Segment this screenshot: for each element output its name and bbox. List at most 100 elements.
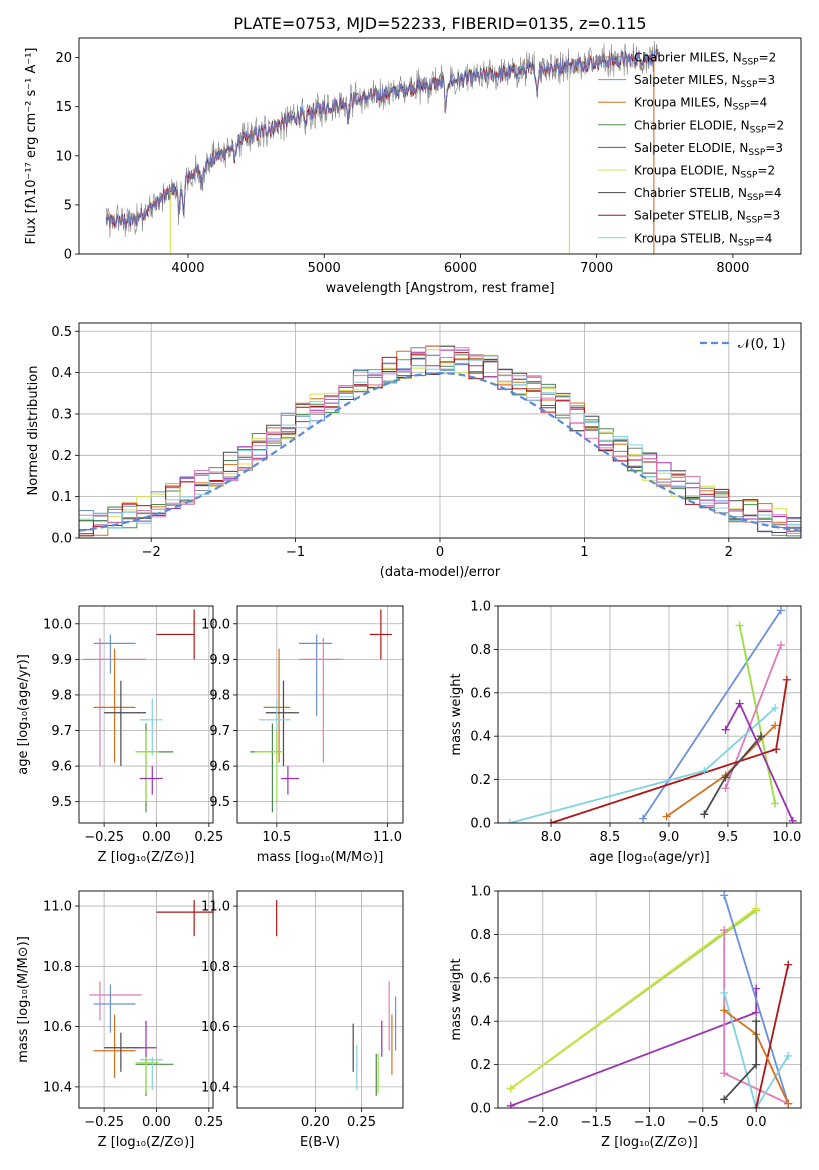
x-tick-label-1: 0.00 [142, 830, 171, 845]
point-marker-4-0 [720, 891, 729, 900]
weight_vs_age-series [505, 606, 797, 823]
y-tick-label-5: 0.5 [51, 325, 72, 340]
x-axis-label: age [log₁₀(age/yr)] [589, 850, 710, 865]
histogram-series [79, 345, 801, 537]
age_vs_Z-frame [78, 605, 214, 824]
series-line-3 [510, 988, 758, 1107]
legend-label-3: Chabrier ELODIE, NSSP=2 [634, 118, 784, 135]
y-tick-label-4: 0.8 [470, 928, 491, 943]
legend-label-normal: 𝒩(0, 1) [738, 337, 785, 352]
y-tick-label-3: 9.8 [51, 688, 72, 703]
x-tick-label-1: 0.25 [347, 1115, 376, 1130]
y-tick-label-1: 5 [64, 198, 72, 213]
x-tick-label-0: −0.25 [84, 1115, 124, 1130]
y-tick-label-0: 0.0 [51, 532, 72, 547]
y-tick-label-3: 0.6 [470, 971, 491, 986]
point-marker-9-1 [752, 1060, 761, 1069]
x-tick-label-1: −1.5 [580, 1115, 612, 1130]
point-marker-2-1 [771, 799, 780, 808]
mass_vs_EBV-frame [236, 890, 404, 1109]
series-line-2 [738, 625, 776, 804]
y-tick-label-4: 9.9 [51, 653, 72, 668]
age_vs_mass-frame [236, 605, 404, 824]
x-tick-label-0: −0.25 [84, 830, 124, 845]
age_vs_mass-axes: 10.5 11.0 9.5 9.6 9.7 9.8 9.9 10.0 mass [log₁₀(M… [201, 606, 403, 865]
point-marker-0-0 [639, 814, 648, 823]
mass_vs_EBV-points [276, 900, 397, 1096]
legend-label-6: Chabrier STELIB, NSSP=4 [634, 186, 782, 203]
point-marker-8-0 [720, 1006, 729, 1015]
y-tick-label-2: 9.7 [51, 724, 72, 739]
y-tick-label-5: 10.0 [201, 617, 230, 632]
y-axis-label: mass weight [449, 673, 464, 755]
x-tick-label-2: 0.25 [194, 1115, 223, 1130]
y-tick-label-3: 15 [55, 100, 72, 115]
legend-label-5: Kroupa ELODIE, NSSP=2 [634, 164, 775, 181]
x-tick-label-4: 2 [725, 545, 733, 560]
point-marker-7-1 [721, 773, 730, 782]
x-tick-label-0: 4000 [171, 261, 204, 276]
point-marker-4-1 [772, 745, 781, 754]
spectrum-series [105, 40, 659, 254]
y-axis-label: age [log₁₀(age/yr)] [16, 654, 31, 775]
x-tick-label-0: 10.5 [262, 830, 291, 845]
y-axis-label: Normed distribution [26, 366, 41, 496]
x-tick-label-1: 5000 [308, 261, 341, 276]
y-tick-label-0: 10.4 [43, 1080, 72, 1095]
y-tick-label-1: 10.6 [201, 1020, 230, 1035]
series-line-3 [724, 644, 782, 789]
x-tick-label-2: 0.25 [194, 830, 223, 845]
point-marker-7-0 [700, 810, 709, 819]
series-line-6 [105, 50, 659, 228]
x-axis-label: wavelength [Angstrom, rest frame] [326, 281, 555, 296]
series-line-8 [105, 48, 659, 229]
weight_vs_age-frame [497, 605, 802, 824]
x-axis-label: Z [log₁₀(Z/Z⊙)] [601, 1135, 698, 1150]
point-marker-5-1 [720, 1069, 729, 1078]
y-tick-label-2: 0.4 [470, 1015, 491, 1030]
y-tick-label-4: 9.9 [209, 653, 230, 668]
y-tick-label-1: 0.2 [470, 773, 491, 788]
series-line-2 [105, 49, 659, 229]
point-marker-6-0 [720, 988, 729, 997]
point-marker-5-2 [771, 703, 780, 712]
y-tick-label-2: 10.8 [201, 960, 230, 975]
legend-label-2: Kroupa MILES, NSSP=4 [634, 96, 767, 113]
x-axis-label: mass [log₁₀(M/M⊙)] [257, 850, 384, 865]
x-tick-label-4: 0.0 [746, 1115, 767, 1130]
point-marker-2-0 [735, 621, 744, 630]
x-tick-label-1: 11.0 [373, 830, 402, 845]
mass_vs_Z-points [89, 900, 213, 1096]
y-tick-label-4: 20 [55, 51, 72, 66]
point-marker-4-0 [547, 819, 556, 823]
x-tick-label-3: 1 [580, 545, 588, 560]
series-line-6 [723, 992, 789, 1108]
y-tick-label-0: 9.5 [51, 795, 72, 810]
point-marker-2-1 [752, 904, 761, 913]
y-axis-label: mass weight [449, 958, 464, 1040]
point-marker-6-2 [784, 1051, 793, 1060]
series-line-1 [105, 49, 659, 228]
y-tick-label-0: 0.0 [470, 817, 491, 832]
x-tick-label-3: 9.5 [718, 830, 739, 845]
spectrum-frame [78, 37, 802, 255]
mass_vs_Z-frame [78, 890, 214, 1109]
point-marker-6-2 [771, 721, 780, 730]
point-marker-4-2 [782, 675, 791, 684]
x-tick-label-0: −2 [142, 545, 161, 560]
legend-label-1: Salpeter MILES, NSSP=3 [634, 73, 775, 90]
legend-label-7: Salpeter STELIB, NSSP=3 [634, 209, 780, 226]
x-axis-label: Z [log₁₀(Z/Z⊙)] [98, 850, 195, 865]
point-marker-8-1 [735, 699, 744, 708]
point-marker-9-0 [720, 1095, 729, 1104]
y-tick-label-1: 9.6 [51, 760, 72, 775]
residuals-axes: −2 −1 0 1 2 0.0 0.1 0.2 0.3 0.4 0.5 (data-model)/er… [26, 323, 801, 580]
legend-label-8: Kroupa STELIB, NSSP=4 [634, 231, 772, 248]
point-marker-5-0 [720, 926, 729, 935]
y-tick-label-3: 11.0 [201, 900, 230, 915]
x-tick-label-1: −1 [286, 545, 305, 560]
y-tick-label-0: 0 [64, 248, 72, 263]
series-line-3 [105, 48, 659, 228]
